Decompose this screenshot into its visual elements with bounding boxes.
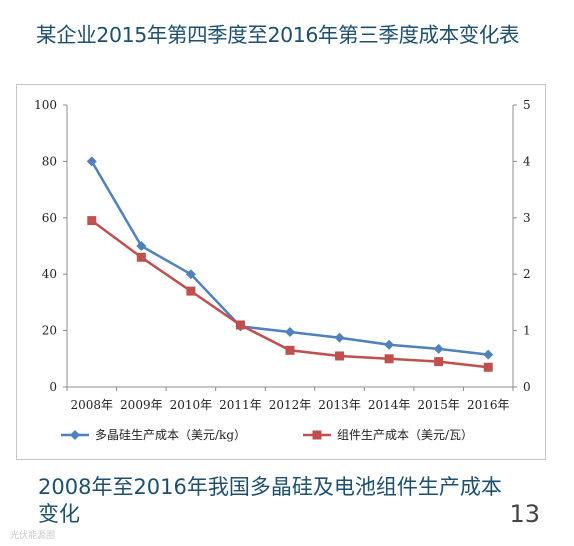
data-point — [136, 241, 147, 251]
y-right-tick-label: 1 — [523, 324, 531, 338]
y-left-tick-label: 100 — [34, 98, 57, 112]
data-point — [483, 362, 493, 372]
y-right-tick-label: 2 — [523, 267, 531, 281]
line-chart: 0 20 40 60 80 100 0 1 2 3 4 5 2008年 2009年 2010年 2011年 20… — [34, 98, 531, 442]
x-tick-label: 2011年 — [219, 398, 262, 412]
data-point — [334, 332, 345, 343]
x-tick-label: 2016年 — [467, 398, 510, 412]
x-tick-label: 2009年 — [120, 398, 163, 412]
y-right-tick-label: 3 — [523, 211, 531, 225]
legend-label: 组件生产成本（美元/瓦） — [337, 428, 473, 442]
data-point — [285, 327, 295, 338]
data-point — [87, 216, 97, 226]
x-tick-label: 2008年 — [71, 398, 114, 412]
x-tick-label: 2010年 — [170, 398, 213, 412]
data-point — [384, 339, 395, 350]
y-right-tick-label: 0 — [523, 380, 531, 394]
series-line-2 — [91, 219, 489, 369]
data-point — [185, 269, 196, 280]
y-right-tick-label: 4 — [523, 154, 531, 168]
y-left-tick-label: 0 — [49, 380, 57, 394]
series-line-1 — [90, 160, 489, 356]
y-left-tick-label: 20 — [42, 324, 57, 338]
x-tick-label: 2014年 — [368, 398, 411, 412]
legend-swatch-marker — [70, 430, 80, 440]
y-left-tick-label: 40 — [42, 267, 57, 281]
y-right-tick-label: 5 — [523, 98, 531, 112]
watermark: 光伏能源圈 — [10, 531, 56, 541]
legend-swatch-marker — [312, 430, 322, 440]
data-point — [136, 252, 146, 262]
data-point — [235, 320, 245, 330]
data-point — [285, 345, 295, 355]
slide-caption: 2008年至2016年我国多晶硅及电池组件生产成本变化 — [38, 475, 502, 526]
data-point — [335, 351, 345, 361]
y-left-tick-label: 60 — [42, 211, 57, 225]
data-point — [86, 156, 97, 167]
chart-panel: 0 20 40 60 80 100 0 1 2 3 4 5 2008年 2009年 2010年 2011年 20… — [16, 84, 546, 460]
data-point — [483, 349, 494, 360]
y-left-tick-label: 80 — [42, 154, 57, 168]
data-point — [186, 286, 196, 296]
x-tick-label: 2012年 — [269, 398, 312, 412]
data-point — [433, 343, 444, 354]
data-point — [384, 354, 394, 364]
legend-label: 多晶硅生产成本（美元/kg） — [95, 428, 246, 442]
data-point — [434, 357, 444, 367]
x-tick-label: 2015年 — [417, 398, 460, 412]
x-tick-label: 2013年 — [318, 398, 361, 412]
slide-title: 某企业2015年第四季度至2016年第三季度成本变化表 — [36, 23, 520, 47]
page-number: 13 — [509, 500, 540, 528]
